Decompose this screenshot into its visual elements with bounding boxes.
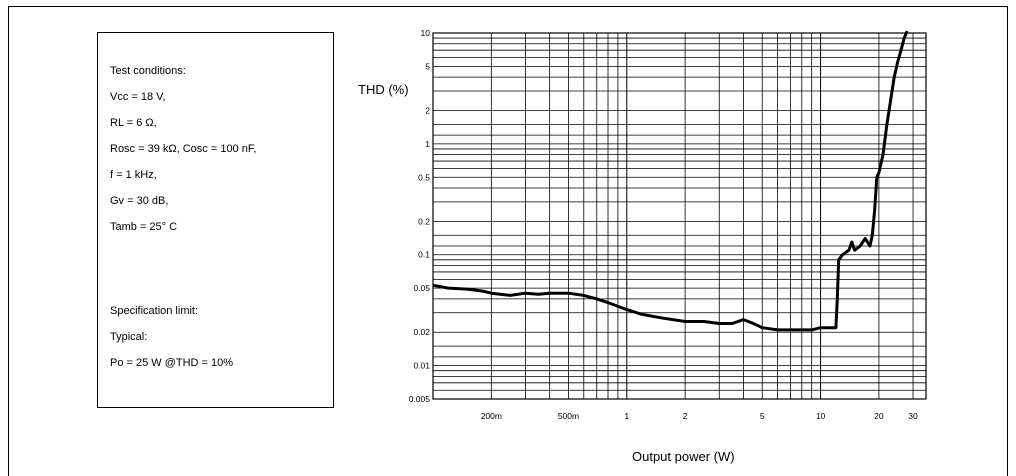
condition-rl: RL = 6 Ω,	[110, 117, 157, 129]
y-tick-label: 5	[425, 61, 430, 71]
x-axis-title: Output power (W)	[632, 449, 735, 464]
y-tick-label: 0.2	[418, 216, 430, 226]
spec-po: Po = 25 W @THD = 10%	[110, 357, 234, 369]
spec-typical: Typical:	[110, 331, 148, 343]
condition-vcc: Vcc = 18 V,	[110, 91, 166, 103]
y-tick-label: 0.05	[413, 283, 430, 293]
thd-series-line	[432, 30, 909, 332]
x-tick-label: 1	[624, 411, 629, 421]
x-tick-label: 10	[816, 411, 826, 421]
y-tick-label: 0.5	[418, 172, 430, 182]
condition-rosc-cosc: Rosc = 39 kΩ, Cosc = 100 nF,	[110, 143, 257, 155]
x-tick-label: 500m	[558, 411, 579, 421]
x-tick-label: 2	[683, 411, 688, 421]
y-tick-label: 1	[425, 139, 430, 149]
x-tick-label: 5	[760, 411, 765, 421]
condition-tamb: Tamb = 25° C	[110, 221, 178, 233]
y-tick-label: 10	[421, 28, 431, 38]
y-tick-label: 0.02	[413, 327, 430, 337]
x-tick-label: 20	[874, 411, 884, 421]
y-tick-label: 2	[425, 105, 430, 115]
y-tick-label: 0.01	[413, 361, 430, 371]
x-tick-label: 30	[908, 411, 918, 421]
plot-border	[432, 32, 927, 400]
x-tick-label: 200m	[481, 411, 502, 421]
condition-frequency: f = 1 kHz,	[110, 169, 157, 181]
conditions-heading: Test conditions:	[110, 65, 186, 77]
y-axis-title: THD (%)	[358, 82, 409, 97]
y-tick-label: 0.1	[418, 250, 430, 260]
figure-frame	[8, 6, 1008, 476]
condition-gain: Gv = 30 dB,	[110, 195, 169, 207]
spec-limit-heading: Specification limit:	[110, 305, 199, 317]
test-conditions-box: Test conditions: Vcc = 18 V, RL = 6 Ω, R…	[97, 32, 334, 408]
y-tick-label: 0.005	[409, 394, 431, 404]
